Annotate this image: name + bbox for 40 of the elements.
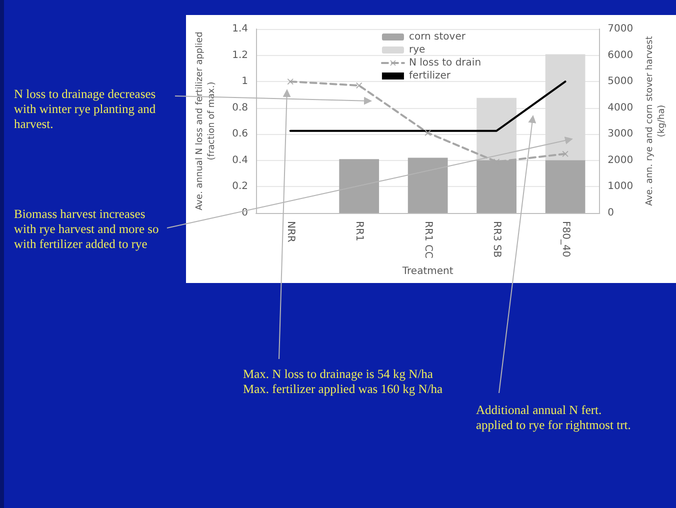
point: [424, 130, 431, 136]
bar: [545, 160, 586, 213]
y2-tick-label: 0: [608, 208, 614, 218]
y2-tick-label: 5000: [608, 76, 634, 88]
y-tick-label: 1.2: [232, 50, 248, 61]
x-tick-label: RR1 CC: [422, 221, 434, 258]
y2-tick-label: 2000: [608, 154, 634, 166]
legend-label: corn stover: [408, 32, 466, 42]
legend-label: fertilizer: [408, 70, 452, 82]
y-tick-label: 0.4: [232, 154, 248, 166]
x-tick-label: NRR: [284, 221, 296, 242]
y2-tick-label: 6000: [608, 50, 634, 61]
point: [356, 82, 362, 89]
y2-tick-label: 7000: [608, 24, 634, 34]
x-tick-label: F80_40: [560, 221, 571, 258]
x-tick-label: RR1: [354, 221, 365, 242]
y2-tick-label: 1000: [608, 181, 634, 192]
text: Biomass harvest increases with rye harvest and more so with fertilizer added to rye: [14, 207, 160, 252]
bar: [545, 54, 586, 160]
y-axis-title: Ave. annual N loss and fertilizer applied (fraction of max.): [195, 32, 217, 210]
y-tick-label: 1: [242, 76, 248, 88]
y-tick-label: 1.4: [232, 24, 248, 34]
point: [562, 150, 568, 157]
text: N loss to drainage decreases with winter rye planting and harvest.: [14, 87, 157, 132]
point: [287, 78, 294, 85]
y-tick-label: 0.2: [232, 181, 248, 192]
x-tick-label: RR3 SB: [491, 221, 502, 258]
y2-axis-title: Ave. ann. rye and corn stover harvest (kg/ha): [645, 36, 667, 206]
text: Max. N loss to drainage is 54 kg N/ha Max. fertilizer applied was 160 kg N/ha: [243, 367, 444, 397]
x-axis-title: Treatment: [401, 266, 454, 277]
text: Additional annual N fert. applied to rye for rightmost trt.: [476, 403, 632, 433]
legend-label: N loss to drain: [408, 58, 482, 68]
y2-tick-label: 4000: [608, 102, 634, 114]
bar: [408, 158, 448, 213]
y-tick-label: 0.8: [232, 102, 248, 114]
legend-label: rye: [408, 44, 426, 56]
bar: [476, 98, 516, 160]
bar: [339, 159, 380, 213]
y2-tick-label: 3000: [608, 128, 634, 140]
y-tick-label: 0.6: [232, 128, 248, 140]
